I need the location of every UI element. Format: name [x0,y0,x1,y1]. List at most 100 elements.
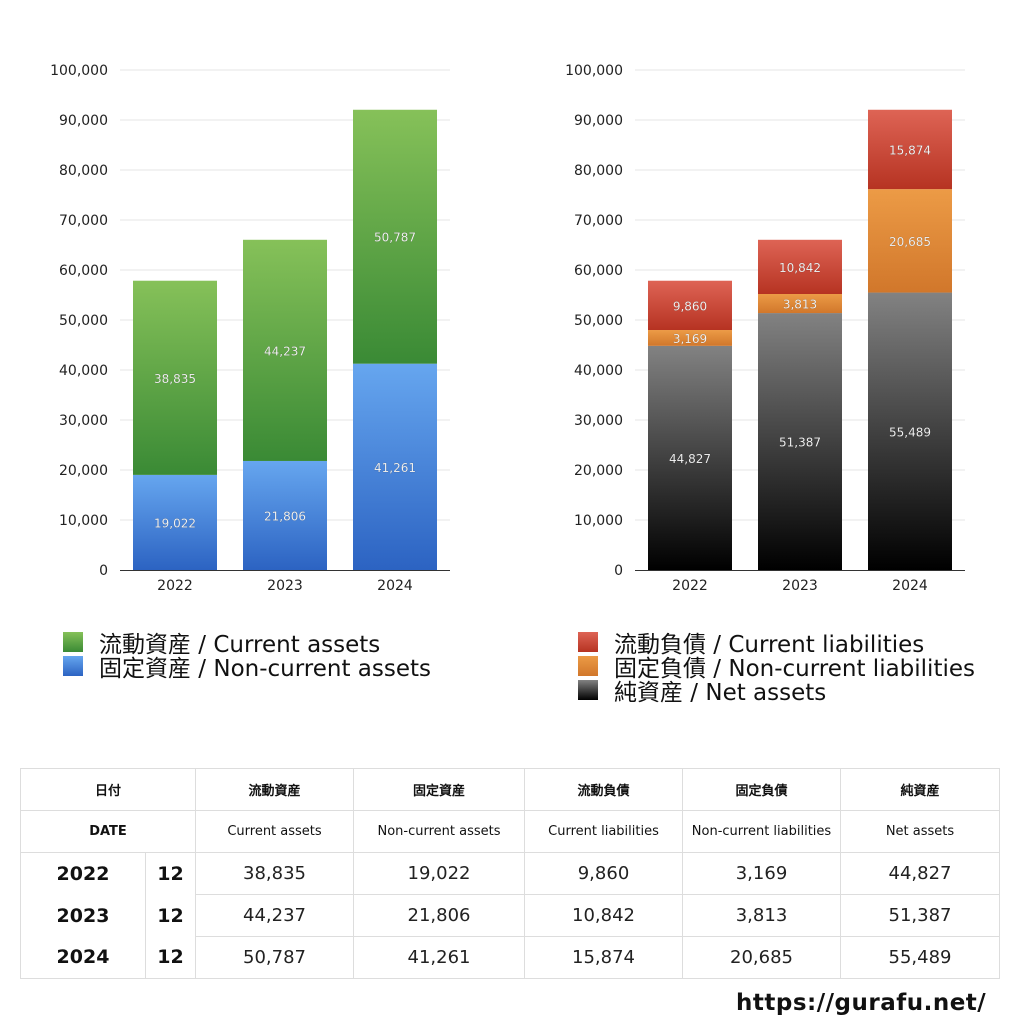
legend-assets: 流動資産 / Current assets 固定資産 / Non-current… [63,630,431,682]
data-table: 日付 流動資産 固定資産 流動負債 固定負債 純資産 DATE Current … [20,768,1000,979]
y-tick-label: 20,000 [574,463,623,479]
header-cell: 流動負債 [524,768,683,811]
value-cell: 55,489 [840,936,1000,979]
value-cell: 50,787 [195,936,354,979]
y-tick-label: 90,000 [574,113,623,129]
header-cell: 純資産 [840,768,1000,811]
y-tick-label: 80,000 [59,163,108,179]
bar-segment [868,109,952,190]
value-cell: 44,237 [195,894,354,937]
data-label: 19,022 [154,516,196,530]
table-header-en: DATE Current assets Non-current assets C… [20,810,1000,853]
data-label: 44,237 [264,344,306,358]
value-cell: 3,169 [682,852,841,895]
month-cell: 12 [145,852,196,895]
bar-segment [243,239,327,461]
x-tick-label: 2023 [782,578,818,594]
y-tick-label: 50,000 [574,313,623,329]
y-tick-label: 100,000 [50,63,108,79]
bar-segment [648,330,732,346]
legend-swatch [578,680,598,700]
month-cell: 12 [145,936,196,979]
bar-segment [758,239,842,294]
value-cell: 19,022 [353,852,525,895]
bar-segment [353,363,437,570]
value-cell: 15,874 [524,936,683,979]
legend-item-current-assets: 流動資産 / Current assets [63,630,431,658]
header-cell: 日付 [20,768,196,811]
y-tick-label: 60,000 [59,263,108,279]
year-cell: 2024 [20,936,146,979]
footer-url[interactable]: https://gurafu.net/ [736,990,987,1016]
y-tick-label: 0 [99,563,108,579]
bar-segment [868,292,952,570]
bar-segment [648,280,732,331]
legend-label: 純資産 / Net assets [614,680,827,706]
year-cell: 2023 [20,894,146,937]
data-label: 38,835 [154,372,196,386]
legend-swatch [63,656,83,676]
legend-liabilities: 流動負債 / Current liabilities 固定負債 / Non-cu… [578,630,975,706]
table-row: 2024 12 50,787 41,261 15,874 20,685 55,4… [20,936,1000,979]
x-tick-label: 2023 [267,578,303,594]
value-cell: 44,827 [840,852,1000,895]
y-tick-label: 20,000 [59,463,108,479]
x-tick-label: 2022 [157,578,193,594]
month-cell: 12 [145,894,196,937]
bar-segment [243,460,327,570]
header-cell: 固定負債 [682,768,841,811]
header-cell: 流動資産 [195,768,354,811]
header-cell: Current liabilities [524,810,683,853]
header-cell: Current assets [195,810,354,853]
y-tick-label: 10,000 [574,513,623,529]
y-tick-label: 40,000 [59,363,108,379]
y-tick-label: 0 [614,563,623,579]
bar-segment [868,189,952,293]
bar-segment [353,109,437,364]
data-label: 21,806 [264,509,306,523]
data-label: 44,827 [669,452,711,466]
y-tick-label: 60,000 [574,263,623,279]
header-cell: Non-current liabilities [682,810,841,853]
data-label: 9,860 [673,299,707,313]
legend-swatch [63,632,83,652]
legend-item-net-assets: 純資産 / Net assets [578,678,975,706]
data-label: 15,874 [889,143,931,157]
bar-segment [648,345,732,570]
value-cell: 38,835 [195,852,354,895]
bar-segment [133,280,217,475]
bar-segment [758,313,842,570]
value-cell: 41,261 [353,936,525,979]
legend-swatch [578,656,598,676]
legend-label: 固定負債 / Non-current liabilities [614,656,975,682]
legend-item-non-current-liabilities: 固定負債 / Non-current liabilities [578,654,975,682]
value-cell: 3,813 [682,894,841,937]
legend-label: 流動負債 / Current liabilities [614,632,925,658]
y-tick-label: 70,000 [574,213,623,229]
data-label: 10,842 [779,261,821,275]
data-label: 3,813 [783,298,817,312]
bar-segment [133,474,217,570]
y-tick-label: 50,000 [59,313,108,329]
data-label: 50,787 [374,231,416,245]
legend-item-current-liabilities: 流動負債 / Current liabilities [578,630,975,658]
header-cell: 固定資産 [353,768,525,811]
y-tick-label: 10,000 [59,513,108,529]
legend-swatch [578,632,598,652]
data-label: 41,261 [374,461,416,475]
value-cell: 21,806 [353,894,525,937]
bar-segment [758,294,842,314]
header-cell: Non-current assets [353,810,525,853]
header-cell: Net assets [840,810,1000,853]
value-cell: 20,685 [682,936,841,979]
year-cell: 2022 [20,852,146,895]
data-label: 55,489 [889,425,931,439]
value-cell: 9,860 [524,852,683,895]
y-tick-label: 100,000 [565,63,623,79]
y-tick-label: 30,000 [574,413,623,429]
y-tick-label: 90,000 [59,113,108,129]
data-label: 20,685 [889,235,931,249]
table-header-jp: 日付 流動資産 固定資産 流動負債 固定負債 純資産 [20,768,1000,811]
data-label: 51,387 [779,436,821,450]
legend-item-non-current-assets: 固定資産 / Non-current assets [63,654,431,682]
